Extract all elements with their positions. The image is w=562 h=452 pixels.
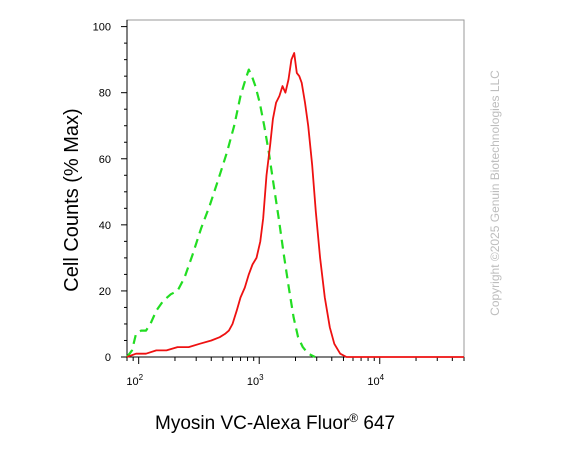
y-tick-label: 40: [99, 220, 111, 232]
x-tick-label: 102: [126, 373, 143, 388]
x-axis-label: Myosin VC-Alexa Fluor® 647: [155, 411, 395, 434]
y-tick-label: 0: [105, 352, 111, 364]
x-tick-base: 10: [247, 376, 259, 388]
y-axis: 0 20 40 60 80 100: [93, 22, 127, 364]
x-axis: 102 103 104: [126, 357, 465, 388]
x-tick-exponent: 4: [380, 373, 385, 382]
y-axis-label: Cell Counts (% Max): [61, 108, 83, 291]
x-axis-label-sup: ®: [349, 411, 358, 425]
series-layer: [126, 52, 464, 358]
x-tick-label: 103: [247, 373, 264, 388]
control-histogram-line: [126, 68, 316, 358]
plot-area: [126, 19, 465, 358]
x-tick-label: 104: [367, 373, 384, 388]
plot-border: [126, 19, 465, 358]
sample-histogram-line: [126, 52, 464, 358]
y-tick-label: 80: [99, 88, 111, 100]
y-tick-label: 100: [93, 22, 111, 34]
x-tick-exponent: 3: [259, 373, 264, 382]
x-tick-exponent: 2: [139, 373, 144, 382]
x-tick-base: 10: [126, 376, 138, 388]
y-tick-label: 20: [99, 286, 111, 298]
x-axis-label-tail: 647: [358, 413, 395, 434]
x-tick-base: 10: [367, 376, 379, 388]
copyright-watermark: Copyright ©2025 Genuin Biotechnologies L…: [488, 70, 502, 316]
y-tick-label: 60: [99, 154, 111, 166]
x-axis-label-main: Myosin VC-Alexa Fluor: [155, 413, 350, 434]
